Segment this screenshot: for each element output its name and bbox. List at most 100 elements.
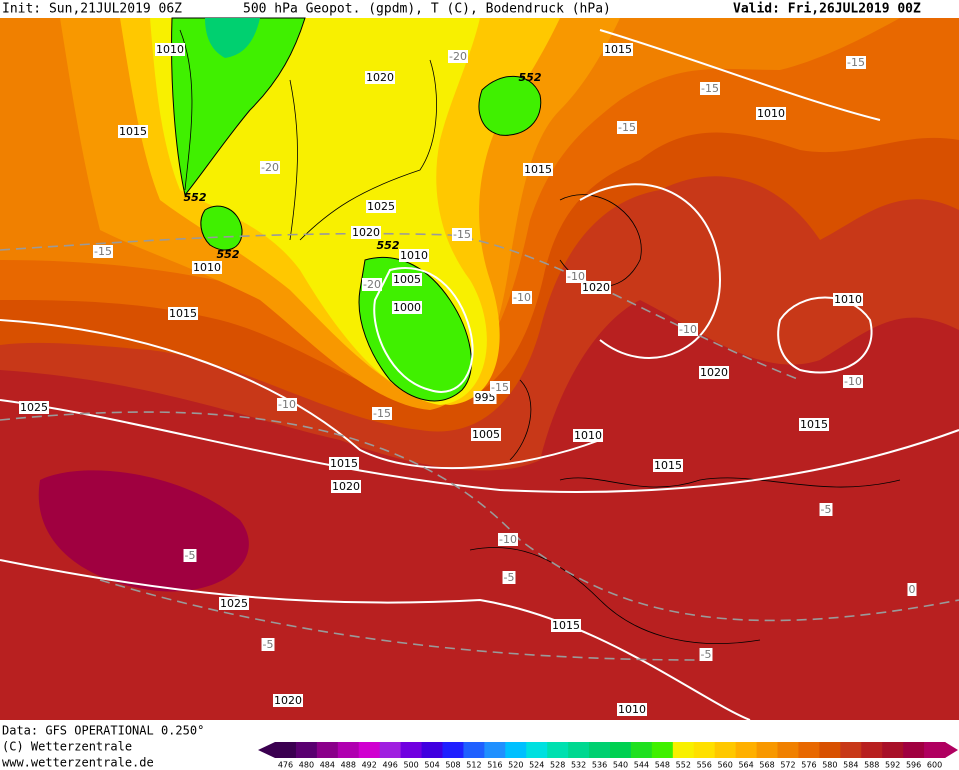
temperature-label: -10	[278, 398, 296, 411]
colorbar-label: 480	[299, 761, 314, 770]
colorbar-label: 568	[759, 761, 774, 770]
colorbar-label: 572	[780, 761, 795, 770]
isobar	[579, 29, 881, 359]
colorbar-label: 508	[445, 761, 460, 770]
isobar-label-box	[523, 163, 553, 176]
temperature-label-box	[448, 50, 468, 63]
colorbar-swatch	[442, 742, 464, 758]
temperature-label: -15	[453, 228, 471, 241]
colorbar-label: 528	[550, 761, 565, 770]
colorbar-swatch	[568, 742, 590, 758]
colorbar-swatch	[798, 742, 820, 758]
temperature-label: -10	[513, 291, 531, 304]
colorbar-swatch	[275, 742, 297, 758]
isobar-label-box	[155, 43, 185, 56]
isobar-label-box	[329, 457, 359, 470]
colorbar-swatch	[547, 742, 569, 758]
colorbar-swatch	[840, 742, 862, 758]
temperature-label: -20	[363, 278, 381, 291]
valid-time: Valid: Fri,26JUL2019 00Z	[733, 2, 921, 17]
temperature-label: 0	[909, 583, 916, 596]
isotherm	[0, 232, 959, 661]
temperature-label-box	[183, 549, 197, 562]
copyright: (C) Wetterzentrale	[2, 740, 132, 754]
isobar-label: 1020	[352, 226, 380, 239]
isobar-label-box	[617, 703, 647, 716]
temperature-label-box	[260, 161, 280, 174]
isobar-label: 1015	[330, 457, 358, 470]
colorbar-label: 504	[424, 761, 439, 770]
colorbar-label: 592	[885, 761, 900, 770]
colorbar-label: 600	[927, 761, 942, 770]
isobar-label: 1025	[20, 401, 48, 414]
isobar-label-box	[392, 273, 422, 286]
isobar-label: 1025	[220, 597, 248, 610]
isobar-label: 1020	[582, 281, 610, 294]
isobar-label: 1015	[552, 619, 580, 632]
colorbar-label: 548	[655, 761, 670, 770]
colorbar-label: 596	[906, 761, 921, 770]
temperature-label-box	[700, 82, 720, 95]
colorbar-swatch	[882, 742, 904, 758]
isobar-label: 1005	[472, 428, 500, 441]
colorbar-label: 476	[278, 761, 293, 770]
colorbar-swatch	[484, 742, 506, 758]
colorbar-label: 556	[697, 761, 712, 770]
isobar-label: 1020	[366, 71, 394, 84]
colorbar-swatch	[610, 742, 632, 758]
colorbar-swatch	[316, 742, 339, 758]
isobar-label-box	[653, 459, 683, 472]
low-core	[205, 18, 260, 58]
isobar-label-box	[473, 391, 497, 404]
temperature-label-box	[490, 381, 510, 394]
isobar-label-box	[699, 366, 729, 379]
isobar-label-box	[192, 261, 222, 274]
colorbar-label: 588	[864, 761, 879, 770]
colorbar-arrow	[945, 742, 958, 758]
isobar	[0, 319, 601, 470]
colorbar-swatch	[337, 742, 360, 758]
isobar-label-box	[551, 619, 581, 632]
colorbar-swatch	[861, 742, 883, 758]
temperature-label-box	[617, 121, 637, 134]
colorbar-label: 584	[843, 761, 858, 770]
colorbar-swatch	[651, 742, 674, 758]
isobar-label-box	[273, 694, 303, 707]
isobar-label-box	[471, 428, 501, 441]
isobar-label-box	[399, 249, 429, 262]
temperature-label-box	[678, 323, 698, 336]
temperature-label: -15	[94, 245, 112, 258]
geopotential-label: 552	[519, 71, 542, 84]
isobar-label-box	[756, 107, 786, 120]
isobar-label: 1010	[834, 293, 862, 306]
geopotential-label: 552	[217, 248, 240, 261]
temperature-label-box	[907, 583, 917, 596]
isobar-label-box	[331, 480, 361, 493]
isobar-label: 1015	[800, 418, 828, 431]
map-title: 500 hPa Geopot. (gpdm), T (C), Bodendruc…	[243, 2, 611, 17]
temperature-label-box	[502, 571, 516, 584]
temperature-label: -15	[847, 56, 865, 69]
colorbar-swatch	[924, 742, 946, 758]
isobar-label: 1010	[156, 43, 184, 56]
temperature-label: -10	[499, 533, 517, 546]
colorbar-swatch	[756, 742, 778, 758]
isobar-label-box	[168, 307, 198, 320]
colorbar-swatch	[630, 742, 653, 758]
isobar-label-box	[365, 71, 395, 84]
temperature-label: -5	[504, 571, 515, 584]
coastline	[179, 29, 901, 644]
colorbar-swatch	[526, 742, 548, 758]
temperature-label: -20	[261, 161, 279, 174]
colorbar-swatch	[295, 742, 318, 758]
temperature-label-box	[512, 291, 532, 304]
temperature-label-box	[362, 278, 382, 291]
temperature-label-box	[452, 228, 472, 241]
colorbar-label: 560	[718, 761, 733, 770]
colorbar-swatch	[777, 742, 799, 758]
isobar-label: 1015	[604, 43, 632, 56]
isobar-label-box	[603, 43, 633, 56]
colorbar-label: 488	[341, 761, 356, 770]
colorbar-swatch	[589, 742, 611, 758]
